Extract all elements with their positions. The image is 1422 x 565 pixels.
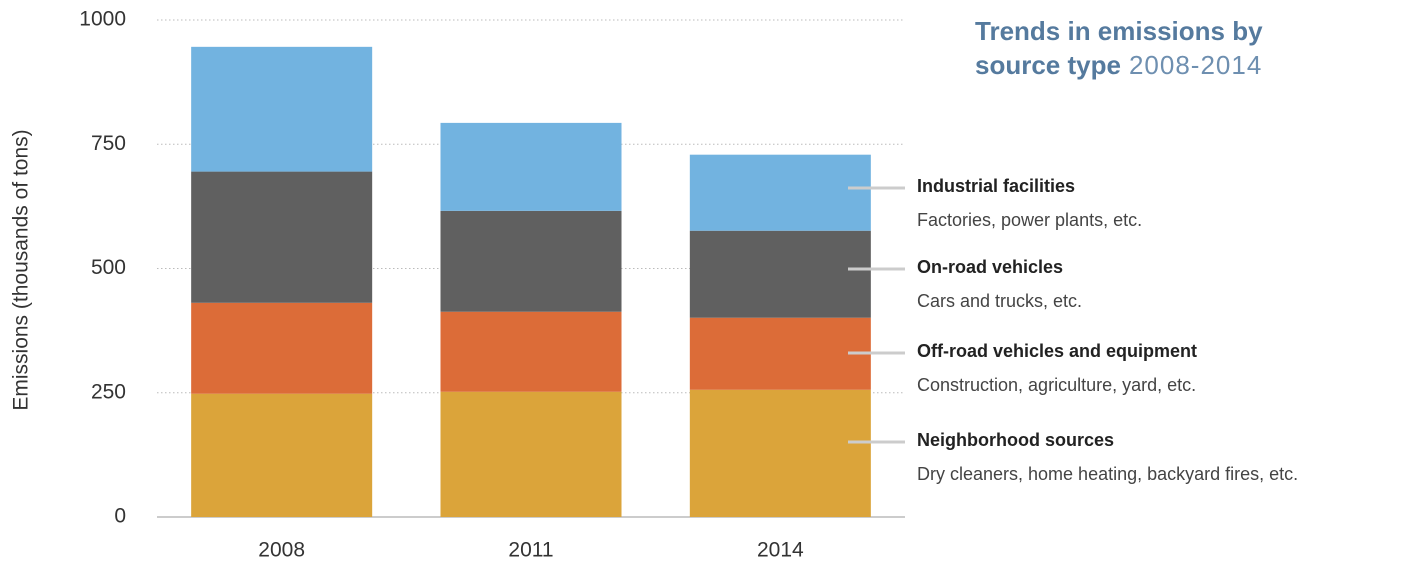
y-tick-label: 0 <box>114 505 126 528</box>
bar-segment <box>689 154 871 231</box>
legend-name: Industrial facilities <box>917 176 1075 196</box>
legend-description: Factories, power plants, etc. <box>917 210 1142 230</box>
x-tick-label: 2008 <box>258 539 305 562</box>
bar-segment <box>191 302 373 394</box>
bar-segment <box>440 391 622 517</box>
bar-segment <box>440 122 622 211</box>
y-tick-label: 750 <box>91 132 126 155</box>
legend-description: Dry cleaners, home heating, backyard fir… <box>917 464 1298 484</box>
bar-segment <box>440 311 622 392</box>
chart-subtitle: 2008-2014 <box>1128 50 1263 80</box>
legend-name: Neighborhood sources <box>917 430 1114 450</box>
chart-title-block: Trends in emissions by source type 2008-2… <box>975 14 1325 82</box>
legend-description: Cars and trucks, etc. <box>917 291 1082 311</box>
bar-segment <box>440 210 622 312</box>
y-tick-label: 250 <box>91 380 126 403</box>
bar-segment <box>689 230 871 318</box>
x-tick-label: 2014 <box>757 539 804 562</box>
legend-description: Construction, agriculture, yard, etc. <box>917 375 1196 395</box>
legend-name: On-road vehicles <box>917 257 1063 277</box>
y-tick-label: 1000 <box>79 8 126 31</box>
bar-segment <box>689 317 871 390</box>
bar-segment <box>191 393 373 517</box>
legend-name: Off-road vehicles and equipment <box>917 341 1197 361</box>
y-tick-label: 500 <box>91 256 126 279</box>
bar-segment <box>191 171 373 303</box>
y-axis-label: Emissions (thousands of tons) <box>10 129 33 410</box>
bar-segment <box>191 46 373 172</box>
x-tick-label: 2011 <box>508 539 553 562</box>
bar-segment <box>689 389 871 517</box>
chart-title: Trends in emissions by source type <box>975 16 1263 80</box>
